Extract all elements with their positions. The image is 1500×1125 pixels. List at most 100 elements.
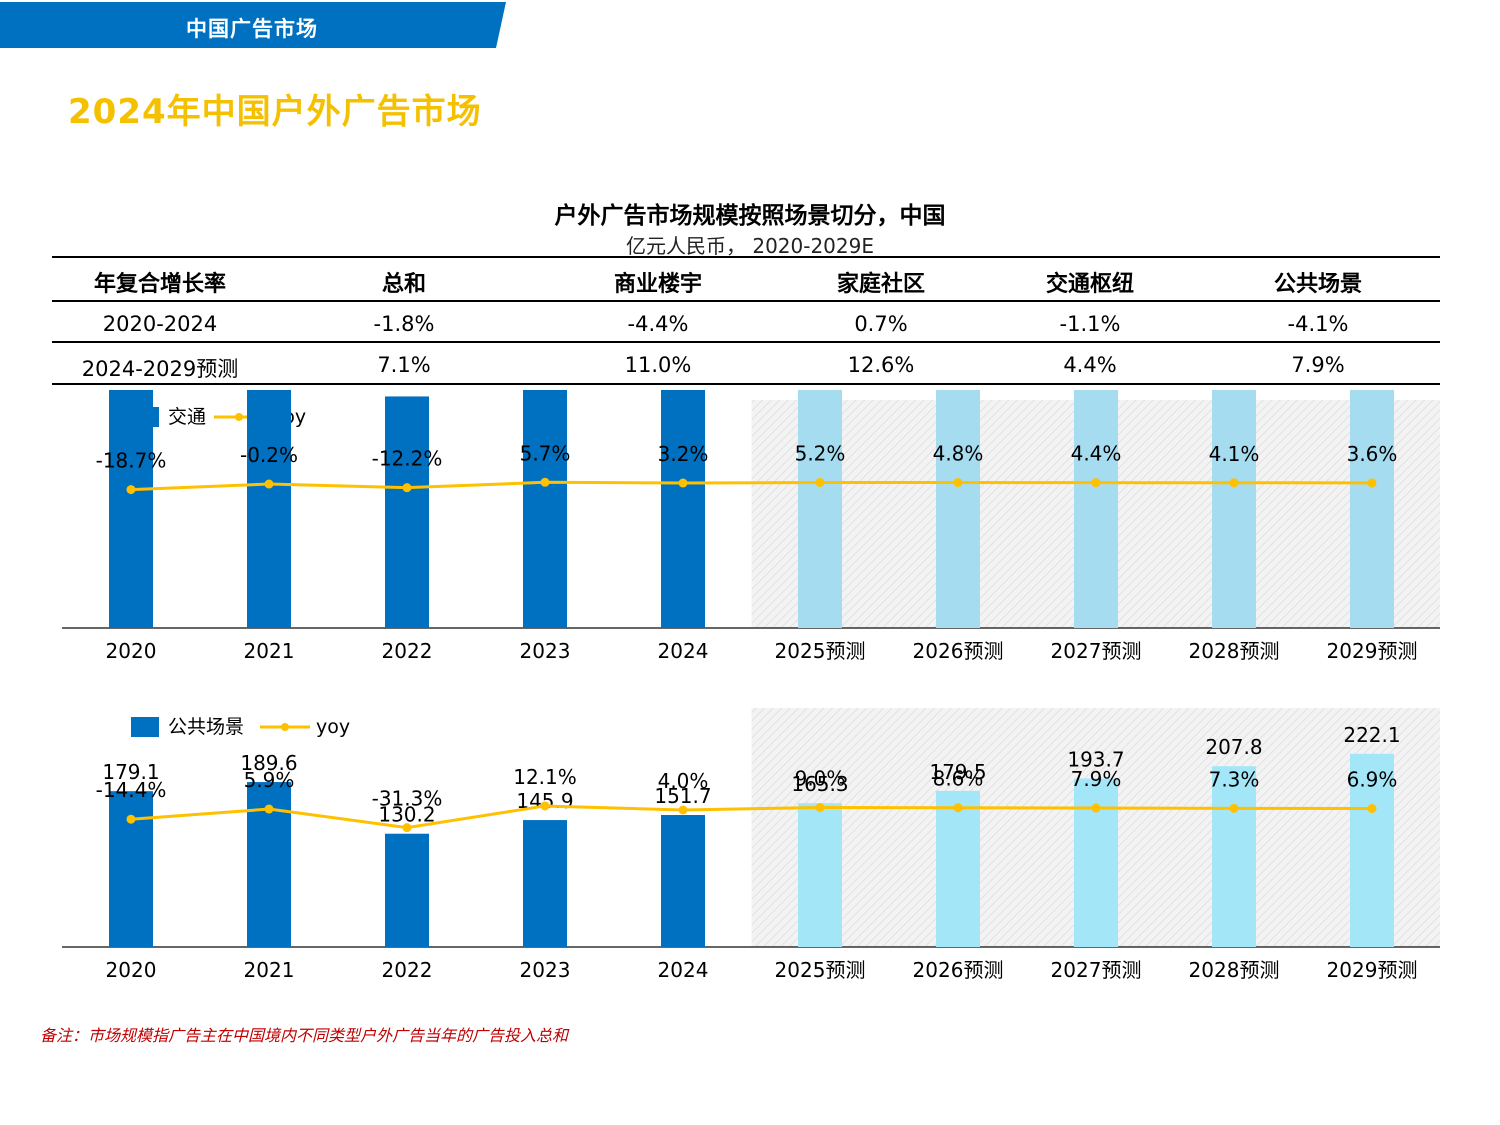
table-header-cell: 总和 — [381, 271, 427, 297]
x-tick-label: 2021 — [244, 958, 295, 982]
bar — [661, 815, 705, 947]
table-cell: -4.1% — [1287, 312, 1349, 336]
yoy-point — [953, 803, 963, 813]
yoy-value-label: 12.1% — [513, 765, 577, 789]
legend-line-marker — [235, 413, 243, 421]
section-banner: 中国广告市场 — [0, 0, 510, 50]
yoy-point — [540, 477, 550, 487]
yoy-value-label: 4.4% — [1071, 442, 1122, 466]
table-cell: 12.6% — [847, 353, 915, 377]
bar — [661, 390, 705, 628]
yoy-point — [678, 805, 688, 815]
yoy-value-label: 3.6% — [1347, 442, 1398, 466]
x-tick-label: 2020 — [106, 639, 157, 663]
yoy-value-label: 3.2% — [658, 442, 709, 466]
yoy-point — [1229, 478, 1239, 488]
bar — [247, 390, 291, 628]
x-tick-label: 2023 — [520, 958, 571, 982]
x-tick-label: 2025预测 — [775, 958, 866, 982]
table-cell: -1.1% — [1059, 312, 1121, 336]
bar-value-label: 189.6 — [240, 751, 297, 775]
table-cell: -1.8% — [373, 312, 435, 336]
bar-value-label: 165.3 — [791, 772, 848, 796]
yoy-value-label: -12.2% — [372, 447, 443, 471]
x-tick-label: 2020 — [106, 958, 157, 982]
x-tick-label: 2023 — [520, 639, 571, 663]
bar — [1212, 390, 1256, 628]
yoy-value-label: 5.7% — [520, 441, 571, 465]
x-tick-label: 2024 — [658, 958, 709, 982]
yoy-point — [1091, 803, 1101, 813]
bar — [1074, 390, 1118, 628]
x-tick-label: 2021 — [244, 639, 295, 663]
yoy-value-label: 8.6% — [933, 767, 984, 791]
bar — [109, 791, 153, 947]
table-rule-bottom — [52, 383, 1440, 385]
transport-chart: 交通yoy508.02020507.02021445.32022470.5202… — [62, 390, 1440, 663]
bar-value-label: 179.1 — [102, 760, 159, 784]
yoy-value-label: 5.9% — [244, 768, 295, 792]
yoy-line — [130, 480, 1373, 492]
yoy-point — [953, 478, 963, 488]
page-title: 2024年中国户外广告市场 — [68, 92, 482, 132]
bar — [385, 396, 429, 628]
section-tag: 中国广告市场 — [186, 17, 318, 41]
yoy-point — [815, 477, 825, 487]
yoy-point — [126, 485, 136, 495]
bar — [523, 820, 567, 947]
legend-line-marker — [281, 723, 289, 731]
x-tick-label: 2027预测 — [1051, 958, 1142, 982]
yoy-value-label: 7.9% — [1071, 767, 1122, 791]
bar-value-label: 222.1 — [1343, 723, 1400, 747]
public-scene-chart: 公共场景 yoy179.12020189.62021130.22022145.92… — [62, 708, 1440, 982]
bar — [1212, 766, 1256, 947]
bar — [1350, 390, 1394, 628]
legend-label-bars: 公共场景 — [168, 716, 244, 738]
yoy-value-label: 9.0% — [795, 767, 846, 791]
x-tick-label: 2022 — [382, 958, 433, 982]
yoy-point — [402, 823, 412, 833]
yoy-point — [678, 478, 688, 488]
x-tick-label: 2025预测 — [775, 639, 866, 663]
table-cell: 11.0% — [624, 353, 692, 377]
bar — [1350, 753, 1394, 947]
bar — [798, 803, 842, 947]
table-header-cell: 公共场景 — [1273, 271, 1363, 297]
yoy-point — [1367, 804, 1377, 814]
bar-value-label: 193.7 — [1067, 747, 1124, 771]
table-cell: 0.7% — [854, 312, 908, 336]
x-tick-label: 2029预测 — [1327, 639, 1418, 663]
yoy-value-label: 6.9% — [1347, 768, 1398, 792]
bar-value-label: 179.5 — [929, 760, 986, 784]
yoy-value-label: -31.3% — [372, 787, 443, 811]
bar — [936, 790, 980, 947]
x-tick-label: 2029预测 — [1327, 958, 1418, 982]
table-title: 户外广告市场规模按照场景切分，中国 — [554, 202, 946, 229]
legend-bar-swatch — [131, 717, 159, 737]
table-rule-row1 — [52, 341, 1440, 343]
bar-value-label: 130.2 — [378, 803, 435, 827]
bar — [109, 390, 153, 628]
x-tick-label: 2028预测 — [1189, 639, 1280, 663]
yoy-value-label: -14.4% — [96, 778, 167, 802]
table-subtitle: 亿元人民币， 2020-2029E — [625, 234, 874, 258]
table-cell: 7.9% — [1291, 353, 1345, 377]
table-rule-header — [52, 300, 1440, 302]
bar — [798, 390, 842, 628]
bar — [936, 390, 980, 628]
legend-label-bars: 交通 — [168, 406, 206, 428]
x-tick-label: 2022 — [382, 639, 433, 663]
bar — [523, 390, 567, 628]
x-tick-label: 2026预测 — [913, 958, 1004, 982]
table-header-cell: 商业楼宇 — [613, 271, 703, 297]
x-tick-label: 2026预测 — [913, 639, 1004, 663]
table-cell: 7.1% — [377, 353, 431, 377]
bar-value-label: 151.7 — [654, 784, 711, 808]
yoy-value-label: 7.3% — [1209, 767, 1260, 791]
x-tick-label: 2028预测 — [1189, 958, 1280, 982]
yoy-value-label: 4.1% — [1209, 442, 1260, 466]
yoy-value-label: 4.8% — [933, 442, 984, 466]
x-tick-label: 2024 — [658, 639, 709, 663]
yoy-value-label: 4.0% — [658, 769, 709, 793]
yoy-point — [1091, 478, 1101, 488]
